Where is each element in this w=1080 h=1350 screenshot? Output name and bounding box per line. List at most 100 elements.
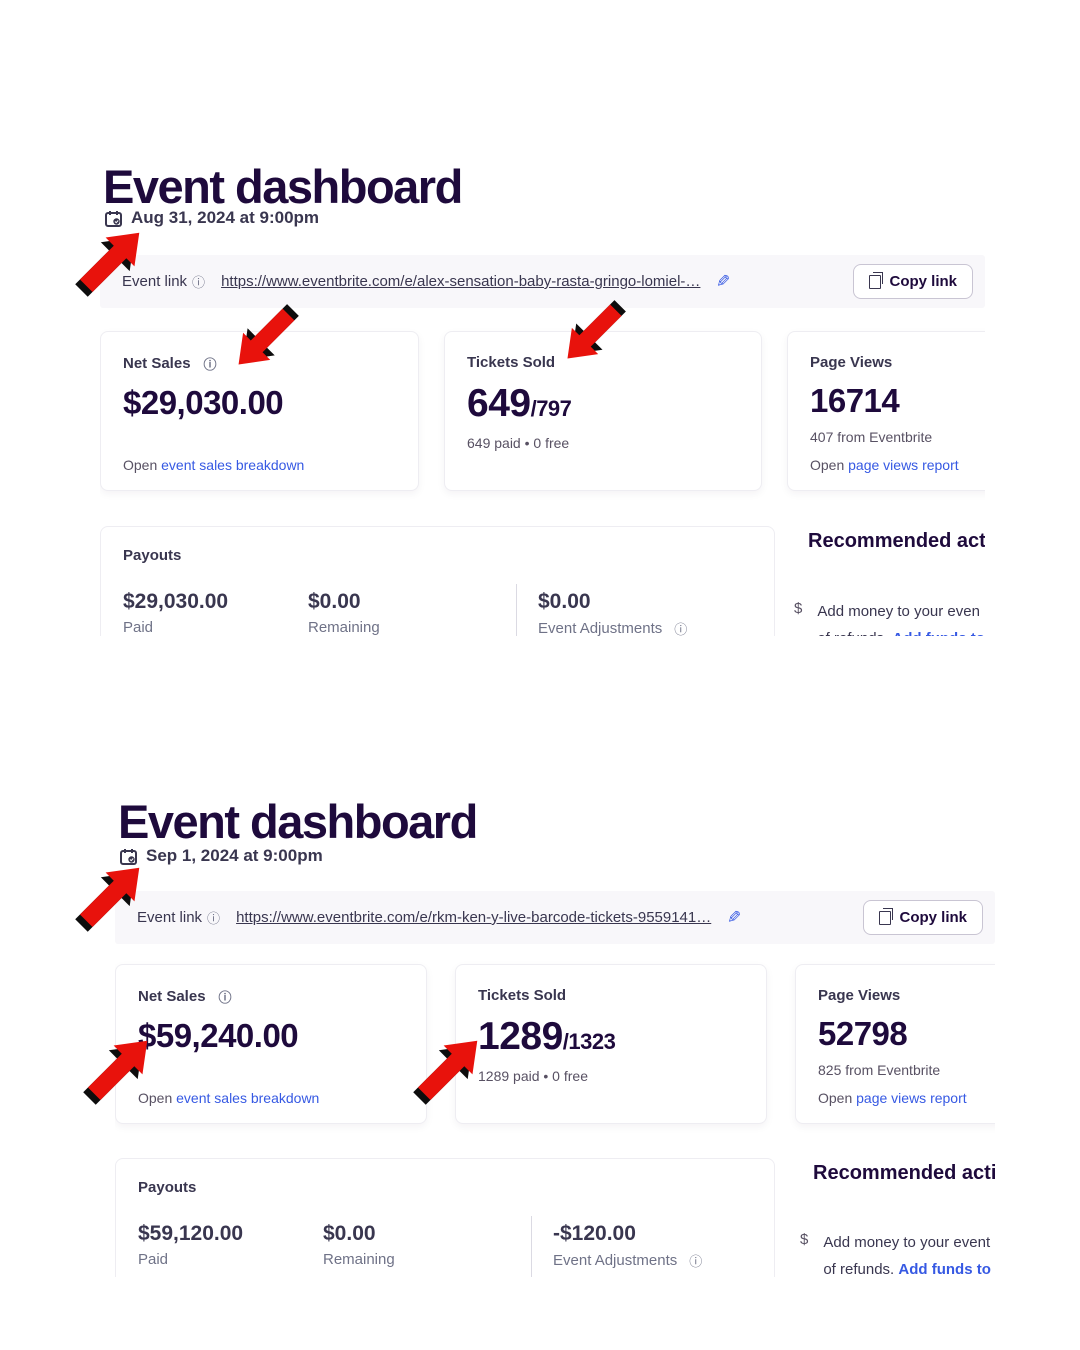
payouts-columns: $59,120.00 Paid $0.00 Remaining -$120.00… xyxy=(138,1216,752,1277)
net-sales-card: Net Sales ⓘ $59,240.00 Open event sales … xyxy=(115,964,427,1124)
info-icon[interactable]: ⓘ xyxy=(203,357,217,372)
payout-paid: $59,120.00 Paid xyxy=(138,1222,243,1268)
info-icon[interactable]: ⓘ xyxy=(674,622,688,636)
add-funds-link[interactable]: Add funds to xyxy=(892,630,984,636)
reco-line1: Add money to your event xyxy=(823,1234,991,1251)
add-funds-link[interactable]: Add funds to y xyxy=(898,1261,995,1277)
event-date: Aug 31, 2024 at 9:00pm xyxy=(105,208,319,228)
tickets-sold-card: Tickets Sold 1289/1323 1289 paid • 0 fre… xyxy=(455,964,767,1124)
recommended-action-item: $ Add money to your even of refunds. Add… xyxy=(794,598,985,636)
reco-line1: Add money to your even xyxy=(817,603,980,620)
dollar-icon: $ xyxy=(794,600,803,617)
page-views-report-link[interactable]: page views report xyxy=(848,457,959,473)
page-views-detail: 825 from Eventbrite xyxy=(818,1062,941,1078)
dollar-icon: $ xyxy=(800,1231,809,1248)
page-views-value: 52798 xyxy=(818,1015,908,1052)
annotation-arrow-netsales-2 xyxy=(76,1038,156,1106)
annotation-arrow-netsales-1 xyxy=(230,303,306,367)
payout-paid: $29,030.00 Paid xyxy=(123,590,228,636)
page-title: Event dashboard xyxy=(118,795,478,849)
page-views-link-line: Open page views report xyxy=(818,1090,967,1106)
tickets-sold-value: 649/797 xyxy=(467,382,739,426)
event-date: Sep 1, 2024 at 9:00pm xyxy=(120,846,323,866)
tickets-sold-label: Tickets Sold xyxy=(467,354,556,371)
info-icon[interactable]: ⓘ xyxy=(192,275,206,290)
calendar-icon xyxy=(120,848,137,865)
net-sales-link-line: Open event sales breakdown xyxy=(138,1090,319,1106)
info-icon[interactable]: ⓘ xyxy=(689,1254,703,1269)
payout-remaining: $0.00 Remaining xyxy=(308,590,380,636)
page-views-report-link[interactable]: page views report xyxy=(856,1090,967,1106)
tickets-total: /1323 xyxy=(562,1029,616,1054)
tickets-sold-count: 1289 xyxy=(478,1015,563,1058)
event-url-link[interactable]: https://www.eventbrite.com/e/rkm-ken-y-l… xyxy=(236,909,712,926)
payout-paid-label: Paid xyxy=(123,619,154,636)
payouts-card: Payouts $59,120.00 Paid $0.00 Remaining … xyxy=(115,1158,775,1277)
event-date-label: Sep 1, 2024 at 9:00pm xyxy=(146,846,323,865)
info-icon[interactable]: ⓘ xyxy=(218,990,232,1005)
payouts-title: Payouts xyxy=(138,1179,197,1196)
payouts-title: Payouts xyxy=(123,547,182,564)
event-date-label: Aug 31, 2024 at 9:00pm xyxy=(131,208,320,227)
net-sales-label-row: Net Sales ⓘ xyxy=(123,354,396,373)
net-sales-link-line: Open event sales breakdown xyxy=(123,457,304,473)
payouts-card: Payouts $29,030.00 Paid $0.00 Remaining … xyxy=(100,526,775,636)
annotation-arrow-date-2 xyxy=(68,865,148,933)
adjustments-label-text: Event Adjustments xyxy=(538,620,663,636)
open-prefix: Open xyxy=(138,1090,177,1106)
copy-link-button[interactable]: Copy link xyxy=(863,900,983,935)
event-dashboard-2: Event dashboard Sep 1, 2024 at 9:00pm Ev… xyxy=(115,763,995,1277)
net-sales-label-row: Net Sales ⓘ xyxy=(138,987,404,1006)
event-url-link[interactable]: https://www.eventbrite.com/e/alex-sensat… xyxy=(221,273,701,290)
event-link-bar: Event link ⓘ https://www.eventbrite.com/… xyxy=(115,891,995,944)
event-link-label: Event link xyxy=(137,909,203,926)
page-views-card: Page Views 16714 407 from Eventbrite Ope… xyxy=(787,331,985,491)
payouts-divider xyxy=(531,1216,532,1277)
payout-adjustments: $0.00 Event Adjustments ⓘ xyxy=(538,590,687,636)
open-prefix: Open xyxy=(123,457,162,473)
net-sales-value: $29,030.00 xyxy=(123,384,284,421)
recommended-action-item: $ Add money to your event of refunds. Ad… xyxy=(800,1229,995,1277)
recommended-action-text: Add money to your even of refunds. Add f… xyxy=(817,598,985,636)
tickets-sold-count: 649 xyxy=(467,382,531,425)
payout-paid-label: Paid xyxy=(138,1251,169,1268)
event-link-label: Event link xyxy=(122,273,188,290)
payout-adjustments-label: Event Adjustments ⓘ xyxy=(538,619,687,636)
tickets-detail: 649 paid • 0 free xyxy=(467,435,570,451)
calendar-icon xyxy=(105,210,122,227)
payout-remaining-label: Remaining xyxy=(323,1251,395,1268)
payout-paid-value: $29,030.00 xyxy=(123,590,229,613)
net-sales-label: Net Sales xyxy=(123,355,191,372)
info-icon[interactable]: ⓘ xyxy=(207,911,221,926)
adjustments-label-text: Event Adjustments xyxy=(553,1252,678,1269)
net-sales-value: $59,240.00 xyxy=(138,1017,299,1054)
payout-remaining: $0.00 Remaining xyxy=(323,1222,395,1268)
recommended-action-text: Add money to your event of refunds. Add … xyxy=(823,1229,995,1277)
tickets-sold-value: 1289/1323 xyxy=(478,1015,744,1059)
payouts-columns: $29,030.00 Paid $0.00 Remaining $0.00 Ev… xyxy=(123,584,752,636)
net-sales-label: Net Sales xyxy=(138,988,206,1005)
copy-link-label: Copy link xyxy=(899,909,967,926)
page-views-detail: 407 from Eventbrite xyxy=(810,429,933,445)
annotation-arrow-tickets-1 xyxy=(558,299,634,361)
copy-link-button[interactable]: Copy link xyxy=(853,264,973,299)
payout-remaining-value: $0.00 xyxy=(308,590,361,613)
page-views-label: Page Views xyxy=(810,354,893,371)
copy-icon xyxy=(869,271,884,289)
copy-link-label: Copy link xyxy=(889,273,957,290)
page-views-label: Page Views xyxy=(818,987,901,1004)
payout-adjustments-value: $0.00 xyxy=(538,590,591,613)
reco-line2-prefix: of refunds. xyxy=(823,1261,899,1277)
event-sales-breakdown-link[interactable]: event sales breakdown xyxy=(161,457,305,473)
edit-pencil-icon[interactable]: ✎ xyxy=(716,271,731,291)
event-sales-breakdown-link[interactable]: event sales breakdown xyxy=(176,1090,320,1106)
tickets-sold-card: Tickets Sold 649/797 649 paid • 0 free xyxy=(444,331,762,491)
copy-icon xyxy=(879,907,894,925)
tickets-detail: 1289 paid • 0 free xyxy=(478,1068,588,1084)
open-prefix: Open xyxy=(818,1090,857,1106)
page-views-card: Page Views 52798 825 from Eventbrite Ope… xyxy=(795,964,995,1124)
tickets-total: /797 xyxy=(530,396,572,421)
annotation-arrow-tickets-2 xyxy=(406,1038,486,1106)
page-title: Event dashboard xyxy=(103,160,463,214)
edit-pencil-icon[interactable]: ✎ xyxy=(727,907,742,927)
